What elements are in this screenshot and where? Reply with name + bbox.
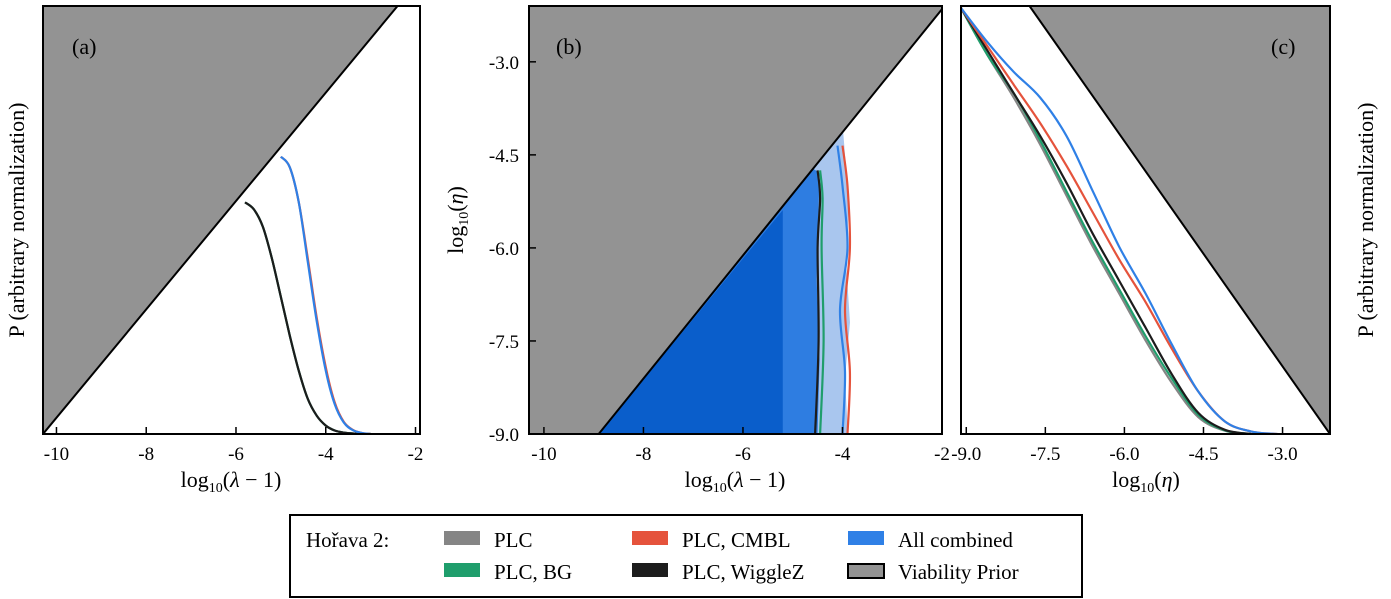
panel-b-label: (b)	[556, 34, 582, 59]
panel-c-x-ticks: -9.0 -7.5 -6.0 -4.5 -3.0	[951, 427, 1298, 465]
y-tick-label: -6.0	[489, 239, 519, 260]
y-tick-label: -4.5	[489, 146, 519, 167]
viability-prior-boundary	[43, 6, 399, 434]
x-tick-label: -6.0	[1109, 444, 1139, 465]
contour-line-plc-bg	[819, 170, 825, 434]
panel-b-ticks: -10 -8 -6 -4 -2 -9.0 -7.5 -6.0 -4.5 -3.0	[489, 53, 950, 465]
legend-swatch-plc	[444, 531, 480, 545]
panel-b-y-label: log10(η)	[443, 186, 472, 254]
panel-c-plot-area	[961, 6, 1330, 434]
legend-frame	[289, 514, 1083, 598]
series-line-plc	[961, 7, 1252, 434]
x-tick-label: -4.5	[1188, 444, 1218, 465]
panel-a-label: (a)	[72, 34, 96, 59]
legend-entries: PLC PLC, BG PLC, CMBL PLC, WiggleZ All combi…	[444, 528, 1019, 584]
series-line-plc-wigglez	[961, 7, 1252, 434]
x-tick-label: -6	[228, 444, 244, 465]
series-line-all-combined	[961, 7, 1278, 434]
x-tick-label: -6	[735, 444, 751, 465]
viability-prior-boundary	[1028, 6, 1330, 434]
legend-swatch-all-combined	[848, 531, 884, 545]
panel-c-frame	[960, 5, 1331, 435]
x-tick-label: -4	[835, 444, 851, 465]
x-tick-label: -8	[138, 444, 154, 465]
x-tick-label: -2	[934, 444, 950, 465]
x-tick-label: -4	[318, 444, 334, 465]
panel-a-frame	[42, 5, 421, 435]
panel-a-plot-area	[43, 6, 399, 434]
y-tick-label: -3.0	[489, 53, 519, 74]
series-line-plc-cmbl	[280, 155, 371, 434]
legend-label: PLC, CMBL	[682, 528, 791, 552]
x-tick-label: -9.0	[951, 444, 981, 465]
x-tick-label: -2	[408, 444, 424, 465]
panel-a-x-label: log10(λ − 1)	[181, 467, 282, 496]
panel-c-x-label: log10(η)	[1112, 467, 1180, 496]
series-line-all-combined	[280, 155, 371, 434]
legend-label: PLC, BG	[494, 560, 572, 584]
panel-a-x-ticks: -10 -8 -6 -4 -2	[44, 427, 424, 465]
viability-prior-region	[529, 6, 942, 434]
panel-c: -9.0 -7.5 -6.0 -4.5 -3.0 (c) log10(η) P (arb…	[951, 5, 1378, 496]
x-tick-label: -3.0	[1268, 444, 1298, 465]
legend-swatch-viability-prior	[847, 563, 885, 579]
contour-line-plc-cmbl	[841, 145, 852, 434]
legend-title: Hořava 2:	[306, 528, 389, 552]
panel-a: -10 -8 -6 -4 -2 (a) log10(λ − 1) P (arbitrar…	[4, 5, 424, 496]
legend: Hořava 2: PLC PLC, BG PLC, CMBL PLC, Wiggle…	[289, 514, 1083, 598]
legend-label: All combined	[898, 528, 1013, 552]
legend-label: PLC, WiggleZ	[682, 560, 804, 584]
x-tick-label: -10	[44, 444, 69, 465]
x-tick-label: -10	[531, 444, 556, 465]
contour-line-plc-wigglez	[814, 170, 822, 434]
panel-b-plot-area	[529, 6, 942, 434]
legend-label: PLC	[494, 528, 533, 552]
series-line-plc-wigglez	[244, 201, 371, 434]
legend-label: Viability Prior	[898, 560, 1019, 584]
legend-swatch-plc-wigglez	[632, 563, 668, 577]
panel-b-x-label: log10(λ − 1)	[685, 467, 786, 496]
x-tick-label: -7.5	[1030, 444, 1060, 465]
legend-swatch-plc-cmbl	[632, 531, 668, 545]
contour-line-all-combined	[836, 145, 849, 434]
legend-swatch-plc-bg	[444, 563, 480, 577]
panel-b-frame	[528, 5, 943, 435]
panel-a-y-label: P (arbitrary normalization)	[4, 103, 29, 338]
y-tick-label: -9.0	[489, 425, 519, 446]
x-tick-label: -8	[636, 444, 652, 465]
viability-prior-boundary	[597, 8, 942, 434]
panel-c-y-label: P (arbitrary normalization)	[1353, 103, 1378, 338]
y-tick-label: -7.5	[489, 332, 519, 353]
panel-b: -10 -8 -6 -4 -2 -9.0 -7.5 -6.0 -4.5 -3.0 (b) log1…	[443, 5, 950, 496]
panel-c-label: (c)	[1271, 34, 1295, 59]
